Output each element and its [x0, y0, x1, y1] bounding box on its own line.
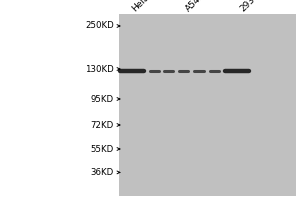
Text: 36KD: 36KD	[91, 168, 114, 177]
Text: Hela: Hela	[130, 0, 151, 13]
Text: 72KD: 72KD	[91, 120, 114, 130]
Text: A549: A549	[184, 0, 207, 13]
Text: 55KD: 55KD	[91, 144, 114, 154]
Text: 130KD: 130KD	[85, 64, 114, 73]
Text: 95KD: 95KD	[91, 95, 114, 104]
Text: 250KD: 250KD	[85, 21, 114, 30]
Text: 293T: 293T	[238, 0, 260, 13]
FancyBboxPatch shape	[118, 14, 296, 196]
